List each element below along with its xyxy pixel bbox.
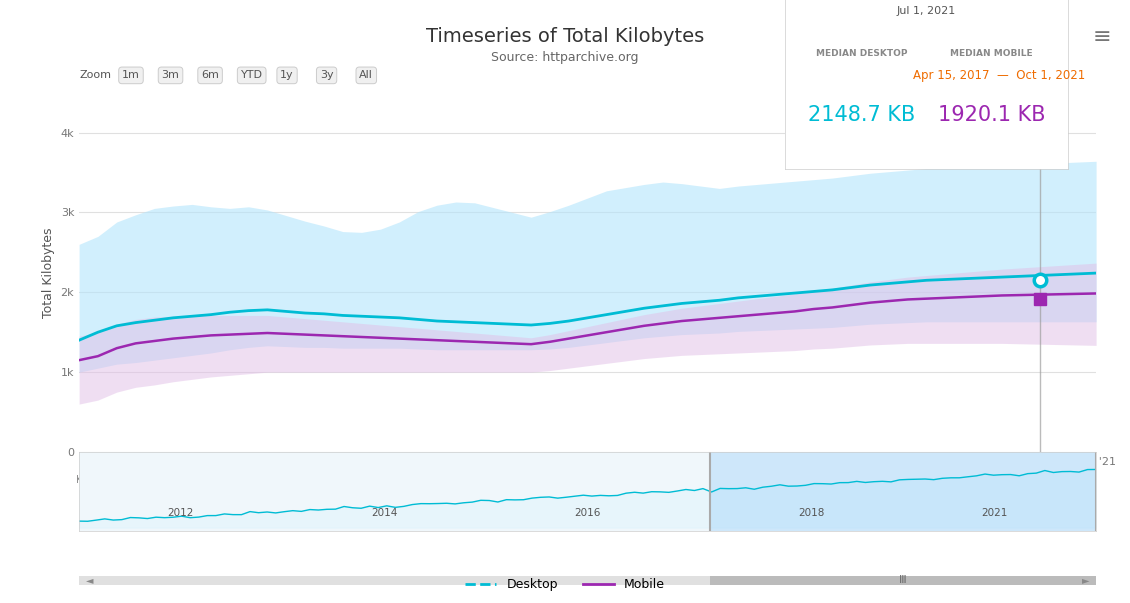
- Text: Zoom: Zoom: [79, 71, 111, 80]
- Text: 2148.7 KB: 2148.7 KB: [808, 105, 915, 125]
- Text: Ⅲ: Ⅲ: [899, 575, 906, 586]
- Text: YTD: YTD: [241, 71, 262, 80]
- Text: M: M: [357, 475, 366, 485]
- Text: K: K: [76, 475, 82, 485]
- Text: All: All: [359, 71, 373, 80]
- Text: 6m: 6m: [201, 71, 219, 80]
- Text: 2018: 2018: [798, 508, 825, 517]
- Bar: [710, 452, 1096, 531]
- Text: ◄: ◄: [86, 575, 93, 586]
- Text: N: N: [471, 475, 478, 485]
- Text: 2014: 2014: [371, 508, 398, 517]
- Text: Jul 1, 2021: Jul 1, 2021: [897, 5, 956, 16]
- Text: 3m: 3m: [162, 71, 180, 80]
- Bar: [710, 576, 1096, 585]
- Text: Source: httparchive.org: Source: httparchive.org: [492, 51, 638, 65]
- Text: MEDIAN MOBILE: MEDIAN MOBILE: [950, 49, 1033, 57]
- Text: 2021: 2021: [981, 508, 1008, 517]
- Text: 2012: 2012: [167, 508, 194, 517]
- Text: L: L: [133, 475, 138, 485]
- Y-axis label: Total Kilobytes: Total Kilobytes: [42, 227, 55, 318]
- Text: Apr 15, 2017  —  Oct 1, 2021: Apr 15, 2017 — Oct 1, 2021: [913, 69, 1085, 82]
- Text: 1y: 1y: [280, 71, 294, 80]
- Text: 3y: 3y: [320, 71, 333, 80]
- Legend: Desktop, Mobile: Desktop, Mobile: [460, 573, 670, 596]
- Text: 1920.1 KB: 1920.1 KB: [938, 105, 1045, 125]
- Text: MEDIAN DESKTOP: MEDIAN DESKTOP: [816, 49, 907, 57]
- Text: ≡: ≡: [1093, 27, 1111, 47]
- Text: 1m: 1m: [122, 71, 140, 80]
- Text: ►: ►: [1083, 575, 1089, 586]
- Text: O: O: [810, 475, 817, 485]
- Text: Timeseries of Total Kilobytes: Timeseries of Total Kilobytes: [426, 27, 704, 46]
- Text: 2016: 2016: [574, 508, 601, 517]
